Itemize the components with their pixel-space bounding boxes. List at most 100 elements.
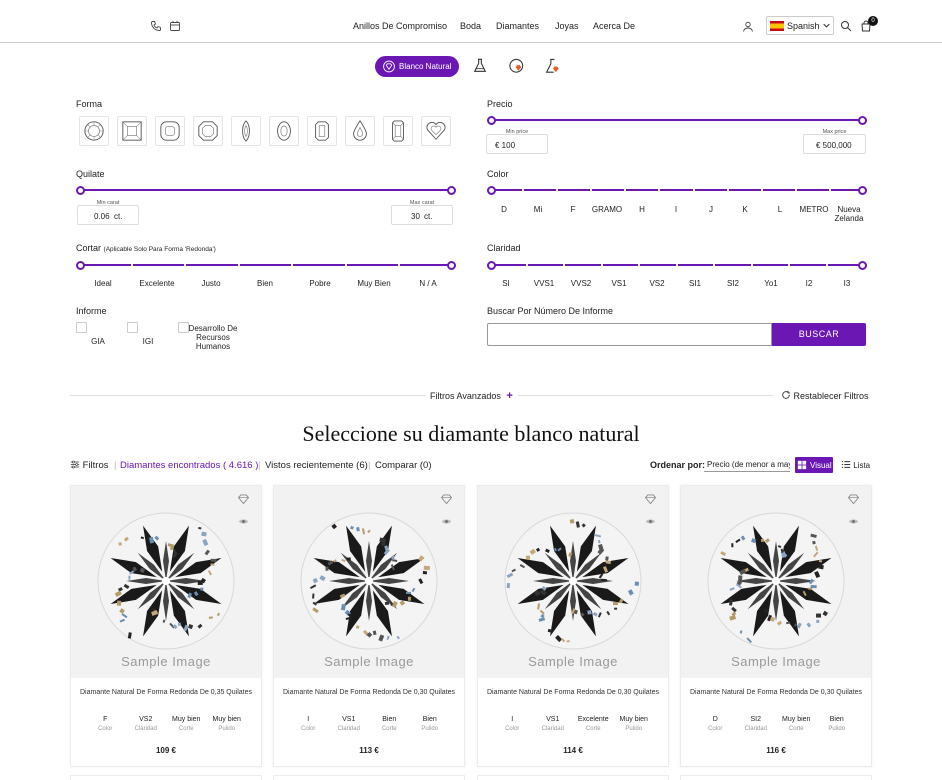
filters-toggle[interactable]: Filtros xyxy=(70,460,109,471)
compare-icon[interactable] xyxy=(441,517,452,526)
product-card[interactable]: Sample Image Diamante Natural De Forma R… xyxy=(273,485,465,767)
carat-min-input[interactable]: Min carat 0.06 ct. xyxy=(77,200,139,225)
shape-asscher[interactable] xyxy=(193,116,223,146)
color-tick[interactable]: D xyxy=(501,205,507,214)
shape-marquise[interactable] xyxy=(231,116,261,146)
tab-blanco-natural[interactable]: Blanco Natural xyxy=(375,56,459,77)
shape-princess[interactable] xyxy=(117,116,147,146)
color-tick[interactable]: Nueva Zelanda xyxy=(834,205,864,223)
gia-checkbox[interactable] xyxy=(76,322,87,333)
shape-radiant[interactable] xyxy=(383,116,413,146)
shape-heart[interactable] xyxy=(421,116,451,146)
product-name[interactable]: Diamante Natural De Forma Redonda De 0,3… xyxy=(80,689,252,696)
clarity-tick[interactable]: I3 xyxy=(843,279,851,288)
hrd-checkbox[interactable] xyxy=(178,322,189,333)
advanced-filters-toggle[interactable]: Filtros Avanzados + xyxy=(430,390,513,402)
nav-anillos[interactable]: Anillos De Compromiso xyxy=(353,21,448,31)
product-name[interactable]: Diamante Natural De Forma Redonda De 0,3… xyxy=(487,689,659,696)
lab-colored-icon[interactable] xyxy=(544,58,562,75)
price-max-input[interactable]: Max price € 500,000 xyxy=(803,129,866,154)
price-min-handle[interactable] xyxy=(487,116,496,125)
carat-max-handle[interactable] xyxy=(447,186,456,195)
clarity-max-handle[interactable] xyxy=(858,261,867,270)
color-slider-track[interactable] xyxy=(490,189,864,191)
color-tick[interactable]: METRO xyxy=(799,205,829,214)
clarity-tick[interactable]: I2 xyxy=(805,279,813,288)
cart-icon[interactable] xyxy=(860,20,872,32)
shape-cushion[interactable] xyxy=(155,116,185,146)
carat-min-handle[interactable] xyxy=(76,186,85,195)
color-min-handle[interactable] xyxy=(487,186,496,195)
carat-slider-track[interactable] xyxy=(79,189,452,191)
clarity-tick[interactable]: SI1 xyxy=(688,279,702,288)
product-card-partial[interactable] xyxy=(680,775,872,780)
clarity-tick[interactable]: Yo1 xyxy=(764,279,778,288)
color-tick[interactable]: I xyxy=(674,205,678,214)
product-card[interactable]: Sample Image Diamante Natural De Forma R… xyxy=(477,485,669,767)
price-slider-track[interactable] xyxy=(490,119,863,121)
color-tick[interactable]: GRAMO xyxy=(591,205,623,214)
color-tick[interactable]: F xyxy=(570,205,576,214)
buscar-button[interactable]: BUSCAR xyxy=(772,323,866,346)
carat-max-input[interactable]: Max carat 30 ct. xyxy=(391,200,453,225)
search-icon[interactable] xyxy=(840,20,852,32)
diamond-favorite-icon[interactable] xyxy=(441,494,452,504)
shape-pear[interactable] xyxy=(345,116,375,146)
view-visual-button[interactable]: Visual xyxy=(795,457,833,473)
cut-tick[interactable]: Ideal xyxy=(94,279,112,288)
diamond-favorite-icon[interactable] xyxy=(848,494,859,504)
cut-tick[interactable]: Muy Bien xyxy=(357,279,391,288)
clarity-tick[interactable]: VVS2 xyxy=(570,279,592,288)
shape-oval[interactable] xyxy=(269,116,299,146)
clarity-tick[interactable]: SI xyxy=(502,279,510,288)
cut-tick[interactable]: Excelente xyxy=(139,279,175,288)
color-tick[interactable]: K xyxy=(742,205,748,214)
phone-icon[interactable] xyxy=(150,20,162,32)
cut-tick[interactable]: Pobre xyxy=(309,279,331,288)
lab-flask-icon[interactable] xyxy=(472,58,488,74)
shape-round[interactable] xyxy=(79,116,109,146)
cut-tick[interactable]: N / A xyxy=(419,279,437,288)
shape-emerald[interactable] xyxy=(307,116,337,146)
diamond-favorite-icon[interactable] xyxy=(238,494,249,504)
view-list-button[interactable]: Lista xyxy=(841,460,870,470)
product-card-partial[interactable] xyxy=(273,775,465,780)
reset-filters-button[interactable]: Restablecer Filtros xyxy=(781,390,869,401)
product-image[interactable]: Sample Image xyxy=(478,486,668,678)
color-max-handle[interactable] xyxy=(858,186,867,195)
nav-diamantes[interactable]: Diamantes xyxy=(496,21,540,31)
sort-select[interactable]: Precio (de menor a mayor) xyxy=(704,457,790,472)
tab-diamonds-found[interactable]: Diamantes encontrados ( 4.616 ) xyxy=(120,460,259,471)
colored-diamond-icon[interactable] xyxy=(508,58,526,75)
color-tick[interactable]: Mi xyxy=(533,205,543,214)
cut-max-handle[interactable] xyxy=(447,261,456,270)
product-image[interactable]: Sample Image xyxy=(71,486,261,678)
price-max-handle[interactable] xyxy=(858,116,867,125)
product-name[interactable]: Diamante Natural De Forma Redonda De 0,3… xyxy=(690,689,862,696)
cut-slider-track[interactable] xyxy=(79,264,453,266)
product-card-partial[interactable] xyxy=(477,775,669,780)
clarity-tick[interactable]: VVS1 xyxy=(533,279,555,288)
color-tick[interactable]: H xyxy=(639,205,645,214)
product-image[interactable]: Sample Image xyxy=(681,486,871,678)
compare-icon[interactable] xyxy=(848,517,859,526)
language-select[interactable]: Spanish xyxy=(766,16,834,35)
color-tick[interactable]: L xyxy=(777,205,783,214)
report-number-input[interactable] xyxy=(487,323,772,346)
cut-tick[interactable]: Bien xyxy=(256,279,274,288)
user-icon[interactable] xyxy=(742,20,754,33)
clarity-min-handle[interactable] xyxy=(487,261,496,270)
nav-boda[interactable]: Boda xyxy=(460,21,482,31)
calendar-icon[interactable] xyxy=(169,20,181,32)
product-card-partial[interactable] xyxy=(70,775,262,780)
color-tick[interactable]: J xyxy=(709,205,713,214)
clarity-tick[interactable]: SI2 xyxy=(726,279,740,288)
product-card[interactable]: Sample Image Diamante Natural De Forma R… xyxy=(70,485,262,767)
compare-icon[interactable] xyxy=(645,517,656,526)
diamond-favorite-icon[interactable] xyxy=(645,494,656,504)
price-min-input[interactable]: Min price € 100 xyxy=(486,129,548,154)
igi-checkbox[interactable] xyxy=(127,322,138,333)
clarity-tick[interactable]: VS2 xyxy=(649,279,665,288)
nav-joyas[interactable]: Joyas xyxy=(555,21,579,31)
cut-tick[interactable]: Justo xyxy=(201,279,221,288)
